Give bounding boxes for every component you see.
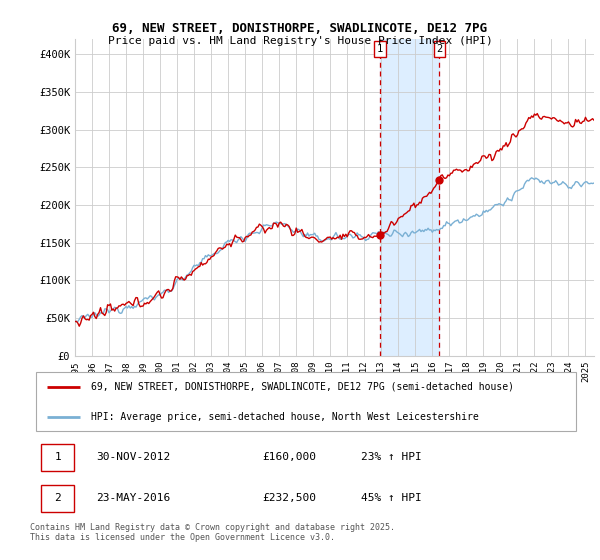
Text: Contains HM Land Registry data © Crown copyright and database right 2025.
This d: Contains HM Land Registry data © Crown c… — [30, 522, 395, 542]
Text: 2: 2 — [54, 493, 61, 503]
Text: £232,500: £232,500 — [262, 493, 316, 503]
Text: 23-MAY-2016: 23-MAY-2016 — [96, 493, 170, 503]
Text: 45% ↑ HPI: 45% ↑ HPI — [361, 493, 422, 503]
Text: 30-NOV-2012: 30-NOV-2012 — [96, 452, 170, 463]
Text: 1: 1 — [54, 452, 61, 463]
Text: £160,000: £160,000 — [262, 452, 316, 463]
Text: HPI: Average price, semi-detached house, North West Leicestershire: HPI: Average price, semi-detached house,… — [91, 412, 478, 422]
FancyBboxPatch shape — [35, 372, 577, 431]
Text: 2: 2 — [436, 44, 443, 54]
FancyBboxPatch shape — [41, 485, 74, 512]
Text: 69, NEW STREET, DONISTHORPE, SWADLINCOTE, DE12 7PG (semi-detached house): 69, NEW STREET, DONISTHORPE, SWADLINCOTE… — [91, 382, 514, 392]
Text: 23% ↑ HPI: 23% ↑ HPI — [361, 452, 422, 463]
Text: 69, NEW STREET, DONISTHORPE, SWADLINCOTE, DE12 7PG: 69, NEW STREET, DONISTHORPE, SWADLINCOTE… — [113, 22, 487, 35]
FancyBboxPatch shape — [41, 445, 74, 472]
Text: Price paid vs. HM Land Registry's House Price Index (HPI): Price paid vs. HM Land Registry's House … — [107, 36, 493, 46]
Bar — [380, 39, 439, 356]
Text: 1: 1 — [377, 44, 383, 54]
